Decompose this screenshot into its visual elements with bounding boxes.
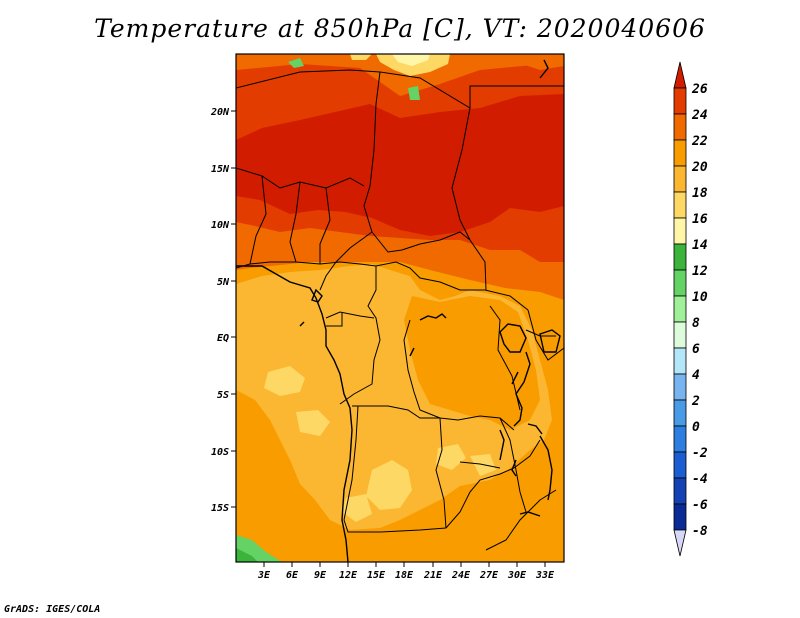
colorbar-label: 10 xyxy=(692,290,708,305)
lon-tick-label: 33E xyxy=(535,570,555,581)
lon-tick-label: 21E xyxy=(423,570,443,581)
lat-tick-label: 10S xyxy=(211,447,229,458)
country-borders xyxy=(236,69,564,551)
colorbar-label: 8 xyxy=(692,316,700,331)
colorbar-label: -8 xyxy=(692,524,708,539)
colorbar-label: -4 xyxy=(692,472,708,487)
colorbar xyxy=(673,61,687,557)
lon-tick-label: 27E xyxy=(479,570,499,581)
lon-tick-label: 15E xyxy=(367,570,386,581)
colorbar-label: 18 xyxy=(692,186,708,201)
lon-tick-label: 18E xyxy=(395,570,414,581)
lon-tick-label: 24E xyxy=(451,570,471,581)
colorbar-top-arrow xyxy=(673,61,687,89)
colorbar-label: 0 xyxy=(692,420,700,435)
lon-tick-label: 3E xyxy=(257,570,271,581)
grads-credit: GrADS: IGES/COLA xyxy=(4,604,101,615)
colorbar-label: -2 xyxy=(692,446,708,461)
lon-tick-label: 12E xyxy=(339,570,358,581)
lon-tick-label: 6E xyxy=(286,570,299,581)
lat-tick-label: 15N xyxy=(211,164,230,175)
colorbar-label: 2 xyxy=(691,394,700,409)
colorbar-labels: 26 24 22 20 18 16 14 12 10 8 6 4 2 0 -2 … xyxy=(691,82,708,539)
coastlines-and-lakes xyxy=(236,59,561,562)
colorbar-label: 6 xyxy=(692,342,700,357)
lat-tick-label: 10N xyxy=(211,220,230,231)
lon-tick-label: 30E xyxy=(507,570,527,581)
colorbar-label: 4 xyxy=(692,368,700,383)
longitude-axis: 3E 6E 9E 12E 15E 18E 21E 24E 27E 30E 33E xyxy=(257,562,555,581)
latitude-axis: 20N 15N 10N 5N EQ 5S 10S 15S xyxy=(210,107,236,514)
lat-tick-label: 15S xyxy=(211,503,229,514)
colorbar-label: 22 xyxy=(691,134,708,149)
lat-tick-label: 20N xyxy=(210,107,230,118)
colorbar-label: 12 xyxy=(692,264,708,279)
colorbar-label: 14 xyxy=(692,238,708,253)
colorbar-label: 20 xyxy=(691,160,708,175)
lat-tick-label: 5N xyxy=(217,277,230,288)
map-title: Temperature at 850hPa [C], VT: 202004060… xyxy=(94,14,706,43)
lat-tick-label: 5S xyxy=(217,390,229,401)
colorbar-label: 16 xyxy=(692,212,708,227)
colorbar-bottom-arrow xyxy=(673,529,687,557)
lon-tick-label: 9E xyxy=(314,570,327,581)
colorbar-label: -6 xyxy=(692,498,708,513)
temperature-field xyxy=(236,54,564,562)
colorbar-label: 24 xyxy=(691,108,708,123)
map-frame xyxy=(235,53,565,563)
colorbar-label: 26 xyxy=(691,82,708,97)
lat-tick-label: EQ xyxy=(217,333,229,344)
